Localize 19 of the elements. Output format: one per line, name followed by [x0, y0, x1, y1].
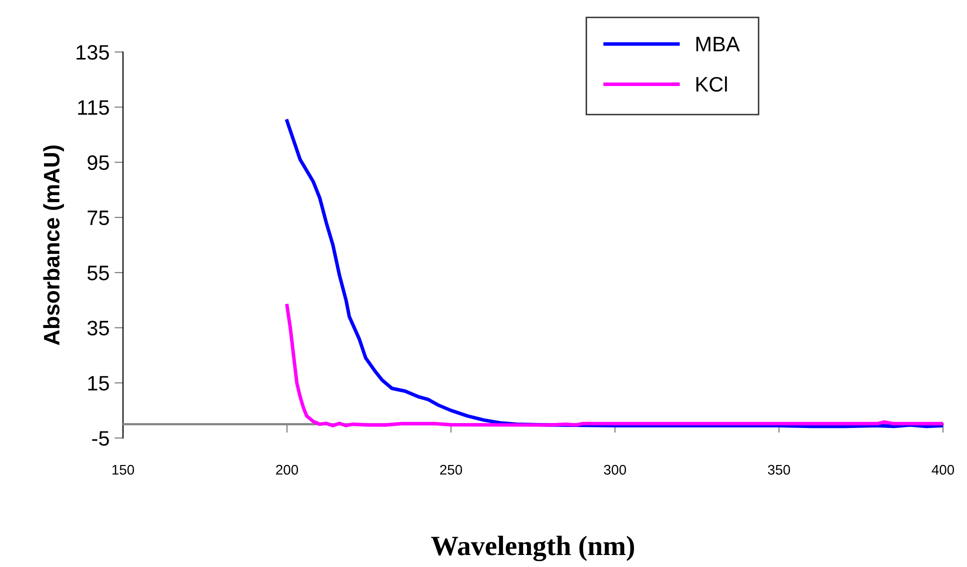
y-tick-label: 115	[78, 100, 109, 115]
legend-label: KCl	[696, 76, 727, 92]
x-tick-label: 400	[932, 464, 954, 475]
x-axis-title: Wavelength (nm)	[431, 536, 634, 562]
y-axis-title: Absorbance (mAU)	[43, 145, 64, 346]
legend-label: MBA	[696, 36, 740, 52]
y-tick-label: 75	[88, 210, 109, 226]
x-tick-label: 150	[112, 464, 134, 475]
x-tick-label: 300	[604, 464, 626, 475]
y-tick-label: 15	[88, 376, 109, 391]
y-tick-label: 135	[76, 45, 109, 60]
y-tick-label: 55	[87, 266, 109, 280]
y-tick-label: 95	[88, 155, 109, 170]
x-tick-label: 250	[440, 464, 462, 475]
x-tick-label: 350	[768, 464, 790, 475]
y-tick-label: -5	[92, 431, 109, 446]
line-series	[285, 304, 943, 428]
y-tick-label: 35	[87, 320, 109, 336]
x-tick-label: 200	[276, 464, 298, 475]
